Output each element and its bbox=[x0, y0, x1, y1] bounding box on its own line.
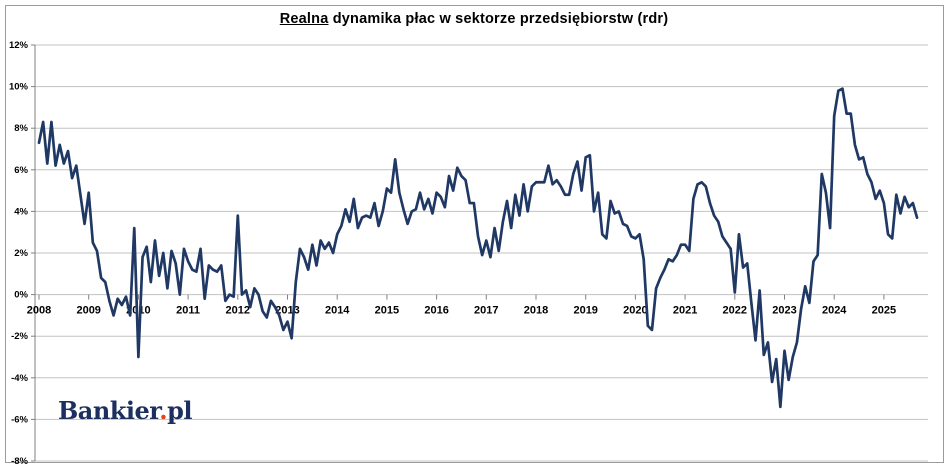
x-axis-label: 2016 bbox=[424, 305, 448, 317]
x-axis-label: 2011 bbox=[176, 305, 200, 317]
y-axis-label: 4% bbox=[14, 206, 28, 217]
x-axis-label: 2018 bbox=[524, 305, 548, 317]
y-axis-label: 6% bbox=[14, 165, 28, 176]
x-axis-label: 2010 bbox=[126, 305, 150, 317]
chart-title-rest: dynamika płac w sektorze przedsiębiorstw… bbox=[328, 11, 669, 27]
x-axis-label: 2012 bbox=[226, 305, 250, 317]
y-axis-label: 2% bbox=[14, 248, 28, 259]
y-axis-label: 0% bbox=[14, 290, 28, 301]
x-axis-label: 2025 bbox=[872, 305, 896, 317]
bankier-logo: Bankier.pl bbox=[58, 396, 193, 425]
x-axis-label: 2009 bbox=[76, 305, 100, 317]
chart-title: Realna dynamika płac w sektorze przedsię… bbox=[0, 11, 948, 27]
x-axis-label: 2019 bbox=[573, 305, 597, 317]
x-axis-label: 2021 bbox=[673, 305, 697, 317]
bankier-logo-suffix: pl bbox=[167, 396, 193, 425]
chart-title-underlined: Realna bbox=[279, 11, 329, 27]
y-axis-label: -2% bbox=[11, 331, 28, 342]
x-axis-label: 2024 bbox=[822, 305, 847, 317]
x-axis-label: 2023 bbox=[772, 305, 796, 317]
y-axis-label: -8% bbox=[11, 456, 28, 467]
y-axis-label: -4% bbox=[11, 373, 28, 384]
bankier-logo-dot: . bbox=[159, 396, 168, 425]
bankier-logo-name: Bankier bbox=[58, 396, 160, 425]
y-axis-label: 10% bbox=[9, 82, 29, 93]
x-axis-label: 2022 bbox=[723, 305, 747, 317]
x-axis-label: 2015 bbox=[375, 305, 399, 317]
y-axis-label: 8% bbox=[14, 123, 28, 134]
x-axis-label: 2020 bbox=[623, 305, 647, 317]
x-axis-label: 2017 bbox=[474, 305, 498, 317]
x-axis-label: 2014 bbox=[325, 305, 350, 317]
y-axis-label: -6% bbox=[11, 414, 28, 425]
y-axis-label: 12% bbox=[9, 40, 29, 51]
x-axis-label: 2008 bbox=[27, 305, 51, 317]
data-series-line bbox=[37, 87, 919, 409]
